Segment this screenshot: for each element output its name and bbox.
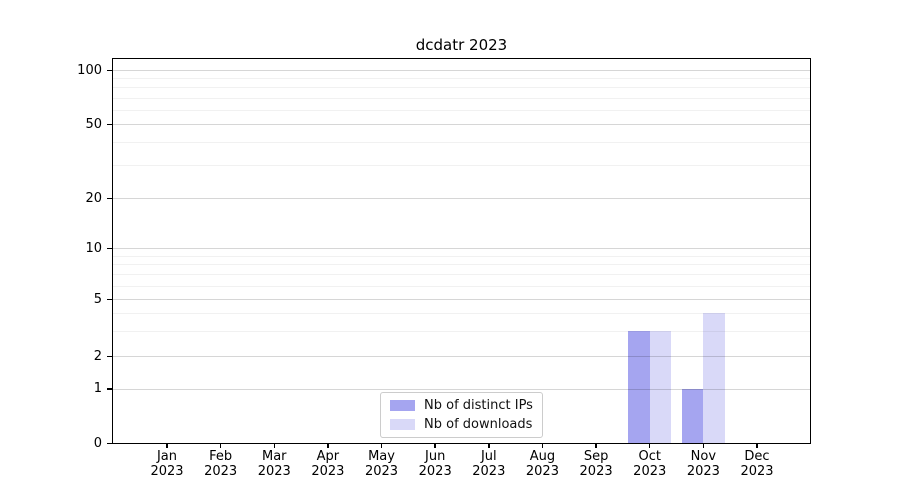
legend-swatch-downloads — [390, 419, 415, 430]
y-tick-label-100: 100 — [77, 62, 102, 78]
y-tick-mark-10 — [107, 247, 112, 250]
y-tick-mark-5 — [107, 298, 112, 301]
gridline-minor-40 — [112, 142, 811, 144]
bar-distinct-ips-nov — [681, 389, 704, 444]
x-tick-label-apr: Apr 2023 — [311, 448, 345, 479]
gridline-major-10 — [112, 248, 811, 249]
gridline-major-20 — [112, 198, 811, 199]
y-tick-mark-50 — [107, 123, 112, 126]
gridline-minor-8 — [112, 264, 811, 266]
x-tick-label-oct: Oct 2023 — [633, 448, 667, 479]
y-tick-label-0: 0 — [93, 435, 102, 451]
legend-item-downloads: Nb of downloads — [390, 417, 533, 432]
minor-grid-layer — [112, 58, 811, 444]
x-tick-label-jul: Jul 2023 — [472, 448, 506, 479]
x-tick-label-dec: Dec 2023 — [740, 448, 774, 479]
gridline-minor-7 — [112, 274, 811, 276]
x-tick-mark-jan — [166, 443, 168, 448]
x-tick-label-may: May 2023 — [364, 448, 399, 479]
x-tick-label-aug: Aug 2023 — [525, 448, 559, 479]
x-tick-mark-feb — [219, 443, 222, 448]
gridline-major-50 — [112, 124, 811, 125]
chart-title: dcdatr 2023 — [415, 36, 508, 54]
y-tick-mark-100 — [107, 69, 112, 72]
x-tick-mark-nov — [702, 443, 705, 448]
x-tick-label-jan: Jan 2023 — [150, 448, 184, 479]
x-tick-label-mar: Mar 2023 — [257, 448, 291, 479]
x-tick-mark-mar — [273, 443, 275, 448]
gridline-minor-60 — [112, 109, 811, 111]
y-tick-mark-0 — [107, 442, 112, 445]
x-tick-mark-jul — [488, 443, 490, 448]
gridline-major-100 — [112, 70, 811, 71]
gridline-minor-3 — [112, 330, 811, 332]
legend-label-downloads: Nb of downloads — [424, 417, 533, 432]
plot-area — [112, 58, 811, 444]
legend-label-distinct-ips: Nb of distinct IPs — [424, 398, 533, 413]
legend-item-distinct-ips: Nb of distinct IPs — [390, 398, 533, 413]
gridline-minor-30 — [112, 165, 811, 167]
x-tick-mark-apr — [327, 443, 329, 448]
gridline-major-2 — [112, 356, 811, 357]
bar-distinct-ips-oct — [628, 331, 650, 444]
gridline-major-5 — [112, 299, 811, 300]
x-tick-mark-oct — [649, 443, 651, 448]
x-tick-mark-jun — [434, 443, 436, 448]
x-tick-mark-sep — [595, 443, 597, 448]
gridline-minor-90 — [112, 78, 811, 80]
gridline-major-1 — [112, 388, 811, 390]
y-tick-label-10: 10 — [85, 240, 102, 256]
x-tick-mark-aug — [541, 443, 544, 448]
gridline-minor-9 — [112, 255, 811, 257]
x-tick-mark-may — [380, 443, 383, 448]
bar-downloads-oct — [649, 331, 672, 444]
gridline-minor-4 — [112, 312, 811, 314]
gridline-minor-80 — [112, 87, 811, 89]
x-tick-label-jun: Jun 2023 — [418, 448, 452, 479]
x-tick-label-nov: Nov 2023 — [686, 448, 720, 479]
gridline-minor-70 — [112, 97, 811, 99]
y-tick-label-5: 5 — [93, 291, 102, 307]
y-tick-mark-1 — [107, 388, 112, 390]
y-tick-mark-2 — [107, 355, 112, 358]
x-tick-label-sep: Sep 2023 — [579, 448, 613, 479]
y-tick-label-20: 20 — [85, 190, 102, 206]
bars-layer — [112, 58, 811, 444]
x-tick-mark-dec — [756, 443, 758, 448]
legend-swatch-distinct-ips — [390, 400, 415, 411]
legend: Nb of distinct IPs Nb of downloads — [380, 392, 543, 438]
y-tick-label-2: 2 — [93, 348, 102, 364]
y-tick-mark-20 — [107, 197, 112, 200]
major-grid-layer — [112, 58, 811, 444]
gridline-minor-6 — [112, 285, 811, 287]
x-tick-label-feb: Feb 2023 — [204, 448, 238, 479]
y-tick-label-1: 1 — [93, 381, 102, 396]
bar-downloads-nov — [703, 313, 725, 444]
y-tick-label-50: 50 — [85, 116, 102, 132]
